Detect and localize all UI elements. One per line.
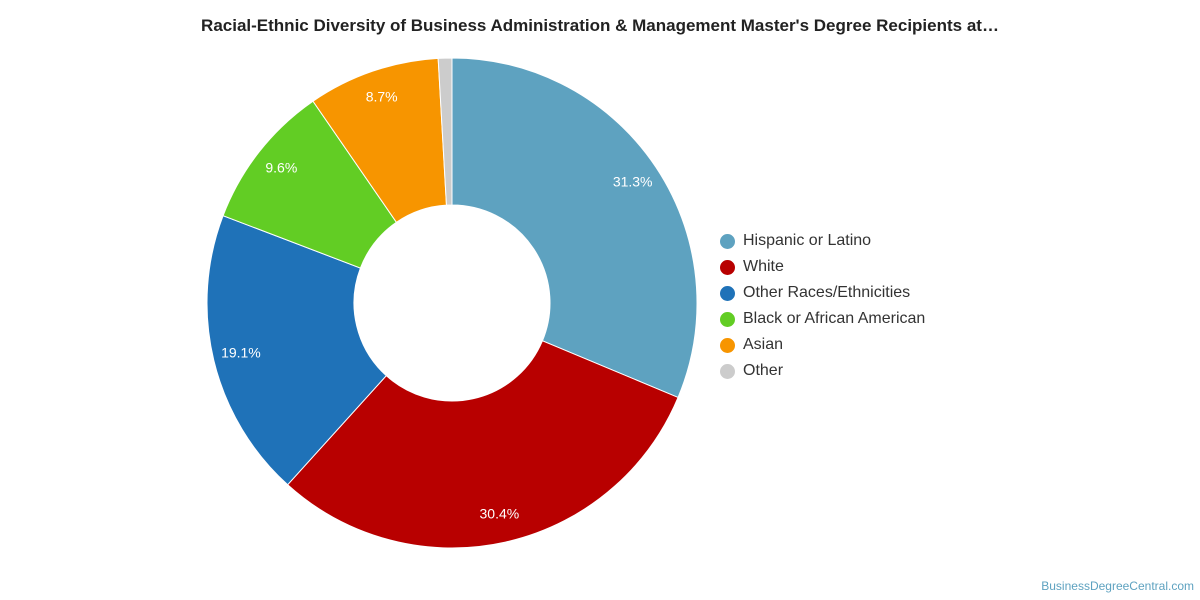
legend-swatch xyxy=(720,311,735,327)
legend-item-white[interactable]: White xyxy=(720,254,925,280)
legend-swatch xyxy=(720,285,735,301)
legend-item-other[interactable]: Other xyxy=(720,358,925,384)
data-label-asian: 8.7% xyxy=(366,88,398,104)
chart-legend: Hispanic or Latino White Other Races/Ethni… xyxy=(720,228,925,384)
slice-white xyxy=(286,340,679,549)
legend-swatch xyxy=(720,233,735,249)
source-credit: BusinessDegreeCentral.com xyxy=(1041,579,1194,593)
legend-label: Black or African American xyxy=(743,310,926,327)
legend-item-asian[interactable]: Asian xyxy=(720,332,925,358)
legend-item-other-races-ethnicities[interactable]: Other Races/Ethnicities xyxy=(720,280,925,306)
legend-item-black-or-african-american[interactable]: Black or African American xyxy=(720,306,925,332)
slice-other-races-ethnicities xyxy=(206,215,387,486)
legend-label: Other Races/Ethnicities xyxy=(743,284,911,301)
legend-label: Other xyxy=(743,362,784,379)
chart-title: Racial-Ethnic Diversity of Business Admi… xyxy=(201,16,999,35)
legend-swatch xyxy=(720,337,735,353)
legend-swatch xyxy=(720,259,735,275)
legend-label: Asian xyxy=(743,336,784,353)
data-label-other-races-ethnicities: 19.1% xyxy=(221,344,261,360)
data-label-white: 30.4% xyxy=(480,506,520,522)
legend-label: Hispanic or Latino xyxy=(743,232,872,249)
data-label-hispanic-or-latino: 31.3% xyxy=(613,173,653,189)
legend-item-hispanic-or-latino[interactable]: Hispanic or Latino xyxy=(720,228,925,254)
slice-hispanic-or-latino xyxy=(451,57,698,399)
legend-label: White xyxy=(743,258,784,275)
legend-swatch xyxy=(720,363,735,379)
data-label-black-or-african-american: 9.6% xyxy=(265,160,297,176)
slice-other xyxy=(437,57,453,206)
